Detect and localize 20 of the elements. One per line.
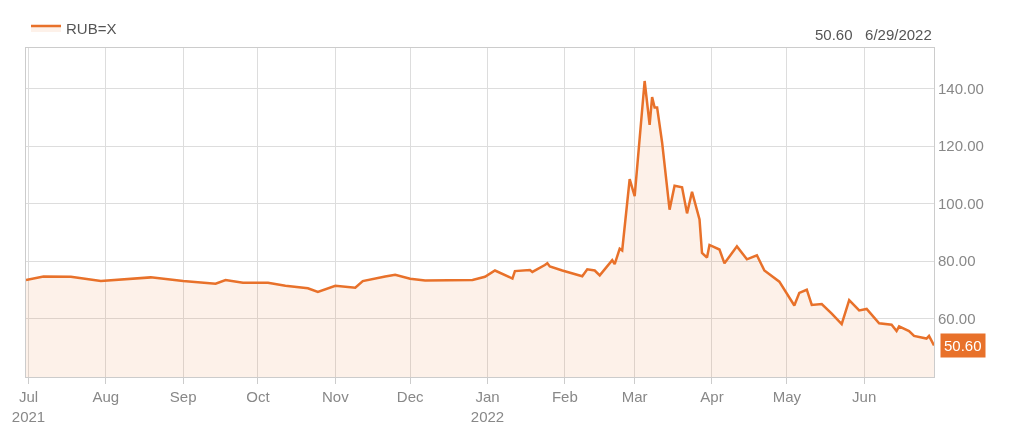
x-tick-label: Nov [321, 388, 350, 405]
x-tick-label: Oct [246, 388, 271, 405]
y-tick-label: 60.00 [938, 309, 976, 327]
x-tick-label: May [772, 388, 802, 405]
annotation: 50.60 [944, 337, 982, 354]
x-tick-label: Dec [396, 388, 424, 405]
x-tick-label: Mar [621, 388, 648, 405]
x-tick-label: Jun [852, 388, 877, 405]
y-tick-label: 100.00 [938, 194, 984, 212]
y-tick-label: 140.00 [938, 80, 984, 98]
x-tick-label: Feb [551, 388, 578, 405]
text: 50.60 6/29/2022 [815, 26, 932, 43]
y-tick-label: 120.00 [938, 137, 984, 155]
x-tick-label: Aug [92, 388, 120, 405]
y-tick-label: 80.00 [938, 252, 976, 270]
x-tick-label: Apr [700, 388, 724, 405]
x-tick-label: Jul 2021 [11, 388, 46, 425]
x-tick-label: Jan 2022 [470, 388, 505, 425]
x-tick-label: Sep [169, 388, 197, 405]
legend-label: RUB=X [66, 19, 117, 37]
